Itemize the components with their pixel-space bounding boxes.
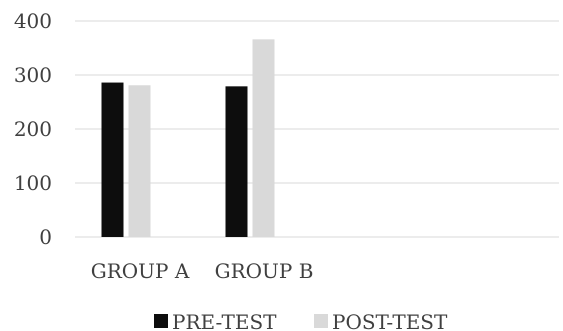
y-tick-label: 400 (14, 9, 52, 33)
legend-swatch-post-test (314, 314, 328, 328)
y-tick-label: 200 (14, 117, 52, 141)
legend-label-pre-test: PRE-TEST (172, 310, 277, 331)
bars (101, 39, 275, 237)
gridlines (75, 20, 559, 238)
bar-pre-test-group-b (225, 86, 248, 237)
bar-post-test-group-a (128, 85, 151, 237)
y-tick-label: 300 (14, 63, 52, 87)
x-category-label: GROUP B (215, 259, 314, 283)
legend-swatch-pre-test (154, 314, 168, 328)
y-axis-tick-labels: 0 100 200 300 400 (14, 9, 52, 249)
y-tick-label: 0 (39, 225, 52, 249)
x-category-label: GROUP A (91, 259, 190, 283)
bar-pre-test-group-a (101, 82, 124, 237)
x-axis-category-labels: GROUP A GROUP B (91, 259, 314, 283)
legend-label-post-test: POST-TEST (332, 310, 448, 331)
bar-post-test-group-b (252, 39, 275, 237)
legend: PRE-TEST POST-TEST (154, 310, 448, 331)
y-tick-label: 100 (14, 171, 52, 195)
